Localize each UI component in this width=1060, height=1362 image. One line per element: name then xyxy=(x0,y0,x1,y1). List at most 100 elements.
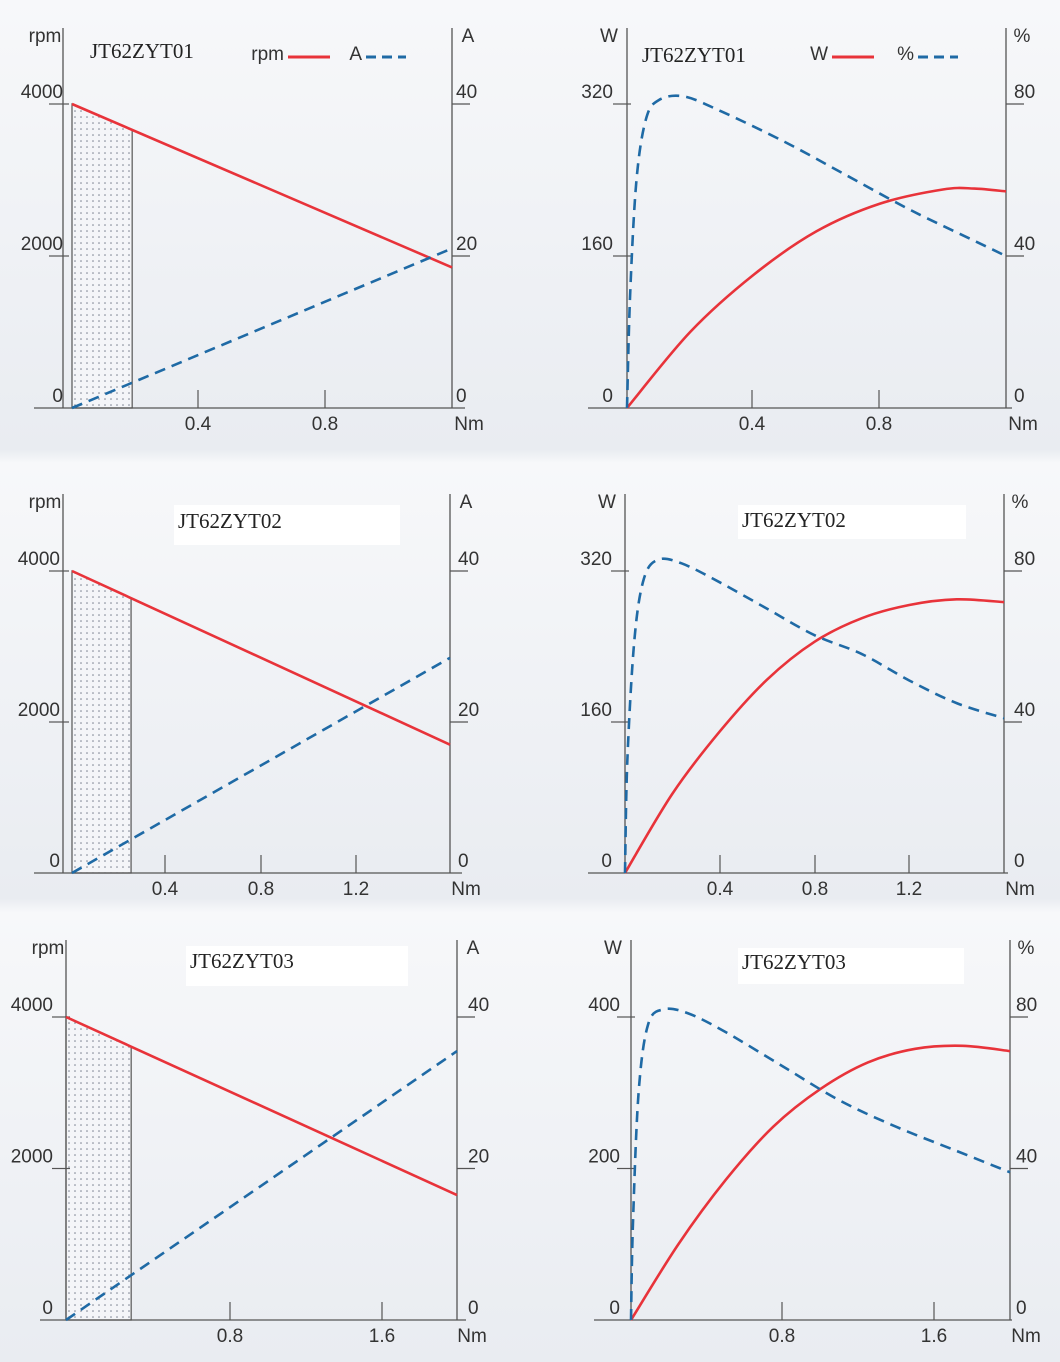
shaded-region xyxy=(65,1016,132,1321)
right-tick-label: 0 xyxy=(1014,851,1025,872)
series-a-line xyxy=(65,1050,458,1322)
left-tick-label: 320 xyxy=(580,549,612,570)
series-rpm-line xyxy=(65,1015,458,1197)
right-tick-label: 0 xyxy=(1014,386,1025,407)
left-tick-label: 4000 xyxy=(18,549,60,570)
x-axis-unit: Nm xyxy=(454,414,484,435)
left-axis-unit: W xyxy=(604,938,622,959)
x-tick-label: 0.8 xyxy=(866,414,892,435)
left-tick-label: 4000 xyxy=(11,995,53,1016)
left-tick-label: 0 xyxy=(609,1298,620,1319)
right-tick-label: 40 xyxy=(1016,1147,1037,1168)
right-tick-label: 0 xyxy=(456,386,467,407)
x-tick-label: 1.6 xyxy=(921,1326,947,1347)
x-axis-unit: Nm xyxy=(1008,414,1038,435)
right-tick-label: 40 xyxy=(456,82,477,103)
chart-c4: 0 160 320 0 40 80 0.4 0.8 1.2 Nm W % JT62ZYT02 xyxy=(580,492,1035,900)
model-label-bg xyxy=(738,505,966,539)
model-name: JT62ZYT03 xyxy=(742,950,846,974)
right-axis-unit: % xyxy=(1014,26,1031,47)
model-name: JT62ZYT01 xyxy=(90,39,194,63)
right-tick-label: 0 xyxy=(468,1298,479,1319)
right-tick-label: 20 xyxy=(456,234,477,255)
series-rpm-line xyxy=(71,569,451,746)
x-tick-label: 0.8 xyxy=(312,414,338,435)
left-tick-label: 200 xyxy=(588,1147,620,1168)
x-tick-label: 0.8 xyxy=(769,1326,795,1347)
x-tick-label: 1.6 xyxy=(369,1326,395,1347)
legend-label: W xyxy=(810,44,828,65)
x-axis-unit: Nm xyxy=(1005,879,1035,900)
x-tick-label: 0.8 xyxy=(802,879,828,900)
series-efficiency-line xyxy=(629,1007,1011,1321)
left-tick-label: 4000 xyxy=(21,82,63,103)
left-tick-label: 400 xyxy=(588,995,620,1016)
right-axis-unit: A xyxy=(467,938,480,959)
left-tick-label: 0 xyxy=(42,1298,53,1319)
x-tick-label: 0.4 xyxy=(707,879,734,900)
x-axis-unit: Nm xyxy=(451,879,481,900)
model-name: JT62ZYT02 xyxy=(742,508,846,532)
left-axis-unit: W xyxy=(600,26,618,47)
right-tick-label: 0 xyxy=(458,851,469,872)
x-tick-label: 0.4 xyxy=(739,414,766,435)
left-axis-unit: rpm xyxy=(29,492,62,513)
chart-c6: 0 200 400 0 40 80 0.8 1.6 Nm W % JT62ZYT03 xyxy=(588,938,1040,1347)
left-axis-unit: rpm xyxy=(29,26,62,47)
right-axis-unit: A xyxy=(462,26,475,47)
series-efficiency-line xyxy=(623,557,1005,874)
series-efficiency-line xyxy=(625,94,1007,409)
legend-label: rpm xyxy=(251,44,284,65)
chart-c5: 0 2000 4000 0 20 40 0.8 1.6 Nm rpm A JT62ZYT03 xyxy=(11,938,489,1347)
right-axis-unit: % xyxy=(1018,938,1035,959)
right-axis-unit: % xyxy=(1012,492,1029,513)
right-tick-label: 80 xyxy=(1014,82,1035,103)
series-w-line xyxy=(623,597,1005,874)
left-tick-label: 320 xyxy=(581,82,613,103)
right-tick-label: 80 xyxy=(1014,549,1035,570)
x-tick-label: 0.8 xyxy=(248,879,274,900)
x-tick-label: 0.4 xyxy=(152,879,179,900)
right-tick-label: 40 xyxy=(458,549,479,570)
left-tick-label: 0 xyxy=(52,386,63,407)
right-tick-label: 40 xyxy=(1014,700,1035,721)
model-label-bg xyxy=(186,946,408,986)
right-tick-label: 40 xyxy=(1014,234,1035,255)
right-tick-label: 20 xyxy=(468,1147,489,1168)
left-axis-unit: rpm xyxy=(32,938,65,959)
series-a-line xyxy=(71,247,453,410)
legend-label: % xyxy=(897,44,914,65)
series-a-line xyxy=(71,656,451,875)
model-name: JT62ZYT01 xyxy=(642,43,746,67)
shaded-region xyxy=(71,103,133,409)
right-axis-unit: A xyxy=(460,492,473,513)
x-tick-label: 0.8 xyxy=(217,1326,243,1347)
chart-c3: 0 2000 4000 0 20 40 0.4 0.8 1.2 Nm rpm A JT62ZYT02 xyxy=(18,492,481,900)
chart-c2: 0 160 320 0 40 80 0.4 0.8 Nm W % JT62ZYT01 W% xyxy=(581,26,1037,435)
left-tick-label: 2000 xyxy=(18,700,60,721)
left-tick-label: 160 xyxy=(580,700,612,721)
legend-label: A xyxy=(349,44,362,65)
x-axis-unit: Nm xyxy=(1011,1326,1041,1347)
x-axis-unit: Nm xyxy=(457,1326,487,1347)
series-w-line xyxy=(629,1044,1011,1321)
right-tick-label: 80 xyxy=(1016,995,1037,1016)
right-tick-label: 0 xyxy=(1016,1298,1027,1319)
chart-c1: 0 2000 4000 0 20 40 0.4 0.8 Nm rpm A JT62ZYT01 rpm A xyxy=(21,26,484,435)
model-label-bg xyxy=(174,505,400,545)
left-tick-label: 0 xyxy=(601,851,612,872)
x-tick-label: 1.2 xyxy=(343,879,369,900)
left-axis-unit: W xyxy=(598,492,616,513)
series-w-line xyxy=(626,186,1007,409)
series-rpm-line xyxy=(71,102,453,269)
left-tick-label: 2000 xyxy=(21,234,63,255)
model-label-bg xyxy=(738,948,964,984)
model-name: JT62ZYT02 xyxy=(178,509,282,533)
left-tick-label: 0 xyxy=(602,386,613,407)
x-tick-label: 1.2 xyxy=(896,879,922,900)
right-tick-label: 40 xyxy=(468,995,489,1016)
left-tick-label: 2000 xyxy=(11,1147,53,1168)
left-tick-label: 160 xyxy=(581,234,613,255)
x-tick-label: 0.4 xyxy=(185,414,212,435)
